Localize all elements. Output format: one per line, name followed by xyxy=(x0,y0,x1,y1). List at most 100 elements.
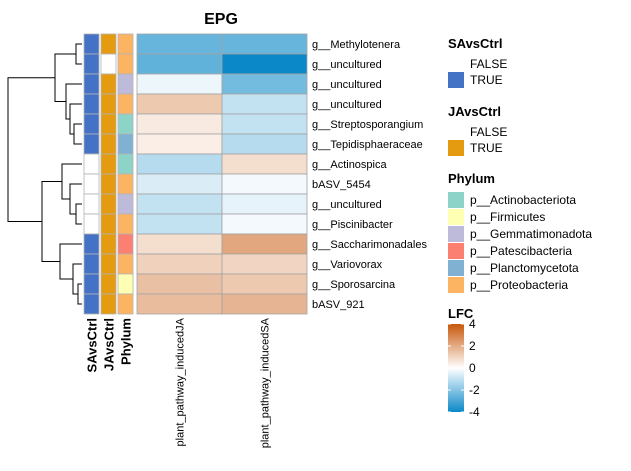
legend-label: p__Proteobacteria xyxy=(470,278,568,292)
annotation-cell-SAvsCtrl-13 xyxy=(83,293,100,315)
row-label: bASV_921 xyxy=(312,299,365,311)
chart-title: EPG xyxy=(204,11,238,28)
legend-label: TRUE xyxy=(470,141,503,155)
annotation-labels: SAvsCtrl JAvsCtrl Phylum xyxy=(85,318,134,372)
heatmap-cell-5-0 xyxy=(136,133,223,155)
column-labels: plant_pathway_inducedJA plant_pathway_ind… xyxy=(175,317,272,448)
row-label: g__Sporosarcina xyxy=(312,279,396,291)
annotation-cell-JAvsCtrl-7 xyxy=(100,173,117,195)
legend-swatch xyxy=(448,140,464,156)
row-label: g__uncultured xyxy=(312,99,382,111)
heatmap-cell-0-1 xyxy=(221,33,308,55)
heatmap-cell-10-0 xyxy=(136,233,223,255)
legend-swatch xyxy=(448,209,464,225)
legend-swatch xyxy=(448,72,464,88)
legend-label: p__Patescibacteria xyxy=(470,244,572,258)
legend-title-Phylum: Phylum xyxy=(448,171,495,186)
row-labels: g__Methylotenera g__uncultured g__uncultur… xyxy=(312,39,427,311)
annotation-cell-Phylum-8 xyxy=(117,193,134,215)
heatmap-cells xyxy=(136,33,308,315)
legends: SAvsCtrl FALSE TRUE JAvsCtrl FALSE TRUE Phylum… xyxy=(448,36,592,419)
annotation-cell-JAvsCtrl-10 xyxy=(100,233,117,255)
lfc-colorbar xyxy=(448,324,464,412)
heatmap-cell-3-1 xyxy=(221,93,308,115)
lfc-tick-label: 4 xyxy=(469,317,476,331)
row-label: g__Saccharimonadales xyxy=(312,239,427,251)
annotation-cell-JAvsCtrl-8 xyxy=(100,193,117,215)
annotation-cell-SAvsCtrl-4 xyxy=(83,113,100,135)
annotation-cell-SAvsCtrl-5 xyxy=(83,133,100,155)
row-label: g__Piscinibacter xyxy=(312,219,393,231)
legend-title-SAvsCtrl: SAvsCtrl xyxy=(448,36,502,51)
annotation-cell-SAvsCtrl-9 xyxy=(83,213,100,235)
annotation-cell-SAvsCtrl-2 xyxy=(83,73,100,95)
annotation-cell-SAvsCtrl-6 xyxy=(83,153,100,175)
annotation-cell-Phylum-9 xyxy=(117,213,134,235)
annotation-cell-Phylum-0 xyxy=(117,33,134,55)
heatmap-cell-0-0 xyxy=(136,33,223,55)
annotation-cell-Phylum-2 xyxy=(117,73,134,95)
legend-swatch xyxy=(448,192,464,208)
dendrogram-branch xyxy=(77,283,82,305)
legend-swatch xyxy=(448,243,464,259)
row-label: g__uncultured xyxy=(312,79,382,91)
annotation-label-JAvsCtrl: JAvsCtrl xyxy=(102,318,117,371)
heatmap-cell-13-1 xyxy=(221,293,308,315)
heatmap-cell-8-0 xyxy=(136,193,223,215)
heatmap-cell-7-1 xyxy=(221,173,308,195)
legend-label: FALSE xyxy=(470,57,507,71)
annotation-cell-Phylum-1 xyxy=(117,53,134,75)
heatmap-cell-4-1 xyxy=(221,113,308,135)
heatmap-cell-2-1 xyxy=(221,73,308,95)
heatmap-cell-5-1 xyxy=(221,133,308,155)
lfc-tick-label: 0 xyxy=(469,361,476,375)
dendrogram-branch xyxy=(69,103,82,135)
heatmap-cell-2-0 xyxy=(136,73,223,95)
heatmap-cell-4-0 xyxy=(136,113,223,135)
heatmap-cell-8-1 xyxy=(221,193,308,215)
annotation-cell-SAvsCtrl-10 xyxy=(83,233,100,255)
annotation-cell-SAvsCtrl-12 xyxy=(83,273,100,295)
legend-title-LFC: LFC xyxy=(448,306,474,321)
heatmap-cell-12-0 xyxy=(136,273,223,295)
legend-title-JAvsCtrl: JAvsCtrl xyxy=(448,104,501,119)
dendrogram-branch xyxy=(61,163,82,200)
dendrogram-branch xyxy=(65,83,82,120)
heatmap-cell-11-0 xyxy=(136,253,223,275)
dendrogram-branch xyxy=(41,181,62,262)
lfc-tick-label: 2 xyxy=(469,339,476,353)
row-label: g__Streptosporangium xyxy=(312,119,423,131)
legend-swatch xyxy=(448,277,464,293)
annotation-cell-JAvsCtrl-5 xyxy=(100,133,117,155)
heatmap-cell-6-0 xyxy=(136,153,223,175)
dendrogram-branch xyxy=(75,203,82,225)
annotation-cell-JAvsCtrl-9 xyxy=(100,213,117,235)
annotation-cell-Phylum-10 xyxy=(117,233,134,255)
dendrogram-branch xyxy=(75,43,82,65)
heatmap-cell-1-1 xyxy=(221,53,308,75)
row-label: g__uncultured xyxy=(312,199,382,211)
annotation-cell-JAvsCtrl-3 xyxy=(100,93,117,115)
annotation-cell-JAvsCtrl-0 xyxy=(100,33,117,55)
annotation-cell-JAvsCtrl-4 xyxy=(100,113,117,135)
heatmap-cell-9-0 xyxy=(136,213,223,235)
annotation-cell-JAvsCtrl-6 xyxy=(100,153,117,175)
annotation-cell-JAvsCtrl-1 xyxy=(100,53,117,75)
legend-label: p__Gemmatimonadota xyxy=(470,227,592,241)
lfc-tick-label: -4 xyxy=(469,405,480,419)
dendrogram-branch xyxy=(7,77,55,222)
annotation-cell-Phylum-11 xyxy=(117,253,134,275)
heatmap-cell-11-1 xyxy=(221,253,308,275)
annotation-cell-SAvsCtrl-11 xyxy=(83,253,100,275)
lfc-tick-label: -2 xyxy=(469,383,480,397)
row-label: g__Methylotenera xyxy=(312,39,401,51)
annotation-cell-Phylum-7 xyxy=(117,173,134,195)
heatmap-cell-7-0 xyxy=(136,173,223,195)
heatmap-cell-9-1 xyxy=(221,213,308,235)
legend-label: p__Firmicutes xyxy=(470,210,545,224)
annotation-cell-Phylum-12 xyxy=(117,273,134,295)
heatmap-cell-6-1 xyxy=(221,153,308,175)
annotation-cell-SAvsCtrl-1 xyxy=(83,53,100,75)
annotation-cell-SAvsCtrl-0 xyxy=(83,33,100,55)
